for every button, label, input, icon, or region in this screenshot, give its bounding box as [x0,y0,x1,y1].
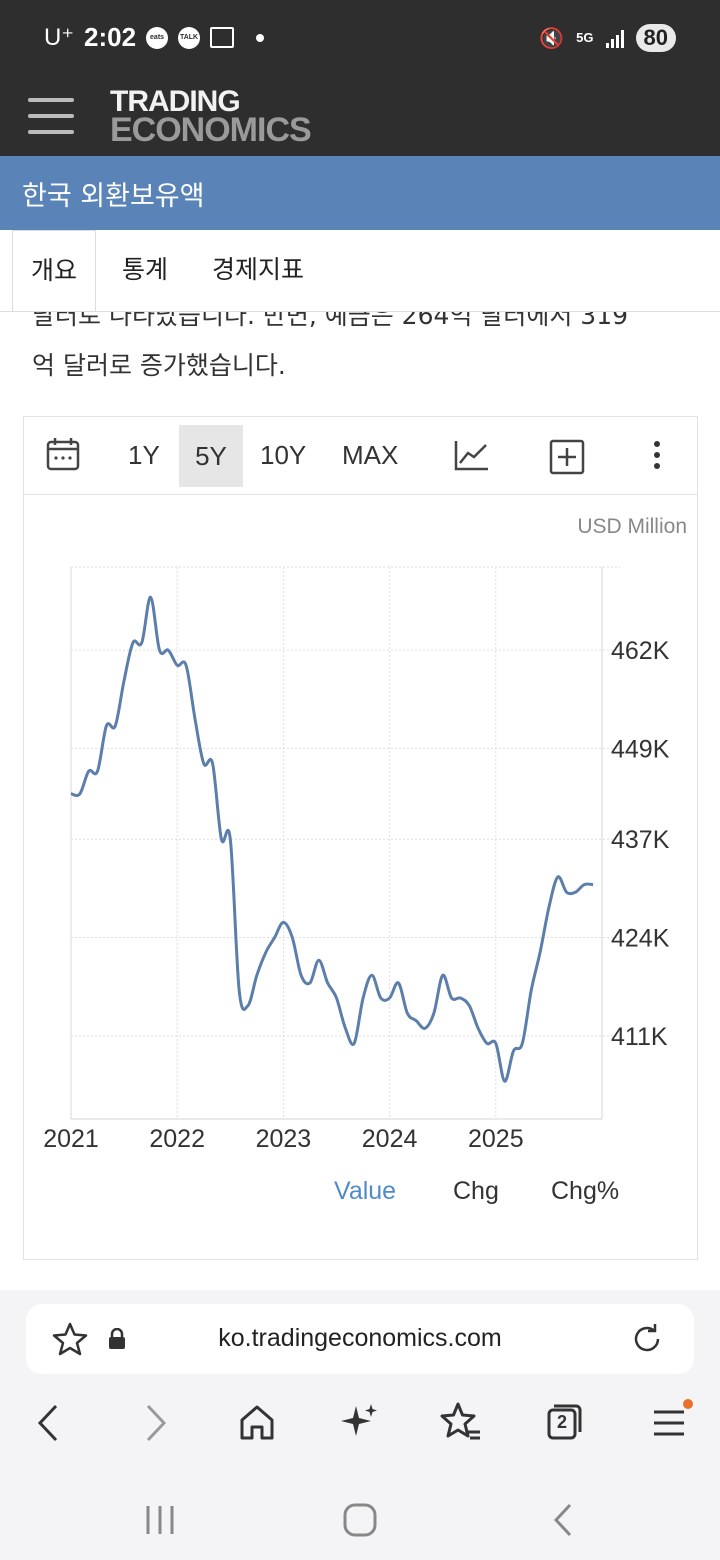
tab-value[interactable]: Value [334,1177,397,1205]
y-tick-label: 449K [611,735,670,763]
chart-plot: 462K 449K 437K 424K 411K 2021 2022 2023 2024 2025 [43,566,670,1153]
calendar-icon[interactable] [46,437,80,471]
y-tick-label: 424K [611,925,670,953]
reload-icon[interactable] [630,1322,664,1356]
tab-chg[interactable]: Chg [453,1177,499,1205]
article-text: 달러로 나타났습니다. 반면, 예금은 264억 달러에서 319 억 달러로 … [32,300,692,388]
recent-apps-icon[interactable] [140,1500,180,1540]
status-left: U⁺ 2:02 eats TALK [44,22,265,53]
x-tick-label: 2022 [149,1125,205,1153]
y-tick-label: 411K [611,1023,668,1051]
lock-icon [109,1328,125,1349]
site-logo[interactable]: TRADING ECONOMICS [110,85,312,149]
series-line [70,595,594,1083]
system-back-icon[interactable] [544,1500,584,1540]
back-icon[interactable] [24,1398,74,1448]
clock: 2:02 [84,22,137,52]
logo-line1: TRADING [110,85,241,118]
status-right: 🔇 5G 80 [539,24,676,52]
tab-count: 2 [556,1412,567,1432]
range-5y-button[interactable]: 5Y [179,425,243,487]
system-home-icon[interactable] [340,1500,380,1540]
coupang-eats-icon: eats [146,26,169,49]
y-tick-label: 437K [611,826,670,854]
forward-icon[interactable] [130,1398,180,1448]
tab-indicators-overlay[interactable]: 경제지표 [212,255,305,284]
chart-card: 1Y 5Y 10Y MAX USD Million 462K 449K 437K 42… [23,416,698,1260]
article-line-2: 억 달러로 증가했습니다. [32,351,286,380]
range-10y-button[interactable]: 10Y [260,440,307,470]
add-icon[interactable] [549,439,585,475]
system-nav-bar [0,1484,720,1554]
logo-line2: ECONOMICS [110,111,312,149]
x-tick-label: 2023 [256,1125,312,1153]
tabs-backdrop [0,230,720,312]
more-icon[interactable] [654,441,660,474]
address-bar[interactable]: ko.tradingeconomics.com [26,1304,694,1374]
chart-unit-label: USD Million [577,515,687,538]
tab-statistics-overlay[interactable]: 통계 [122,255,169,284]
bookmarks-icon[interactable] [436,1398,486,1448]
tabs-icon [547,1404,582,1440]
more-notifications-dot [256,33,265,42]
menu-more-icon[interactable] [644,1398,694,1448]
status-bar: U⁺ 2:02 eats TALK 🔇 5G 80 [0,0,720,80]
page-title: 한국 외환보유액 [22,181,205,212]
mute-icon: 🔇 [539,27,565,50]
range-1y-button[interactable]: 1Y [128,440,160,470]
calendar-notification-icon [210,27,235,48]
site-header: TRADING ECONOMICS [0,80,720,156]
talk-icon: TALK [178,26,201,49]
carrier-label: U⁺ [44,24,74,51]
menu-icon[interactable] [28,98,74,134]
home-icon[interactable] [232,1398,282,1448]
tab-overview-overlay[interactable]: 개요 [12,230,97,311]
network-type-icon: 5G [576,30,594,45]
range-max-button[interactable]: MAX [342,440,399,470]
url-text[interactable]: ko.tradingeconomics.com [218,1324,502,1352]
x-tick-label: 2024 [362,1125,418,1153]
tabs-button[interactable]: 2 [538,1398,588,1448]
tab-chg-percent[interactable]: Chg% [551,1177,620,1205]
line-chart-icon[interactable] [454,439,490,471]
battery-indicator: 80 [635,24,676,52]
browser-nav-row: 2 [0,1388,720,1468]
y-tick-label: 462K [611,637,670,665]
chart-toolbar: 1Y 5Y 10Y MAX [24,417,697,495]
ai-sparkle-icon[interactable] [334,1398,384,1448]
signal-icon [605,28,624,48]
x-tick-label: 2021 [43,1125,99,1153]
browser-toolbar: ko.tradingeconomics.com [0,1290,720,1560]
x-tick-label: 2025 [468,1125,524,1153]
page-title-bar: 한국 외환보유액 [0,156,720,230]
bookmark-star-icon[interactable] [52,1322,88,1356]
section-tabs-overlay: 개요 통계 경제지표 [0,230,720,311]
